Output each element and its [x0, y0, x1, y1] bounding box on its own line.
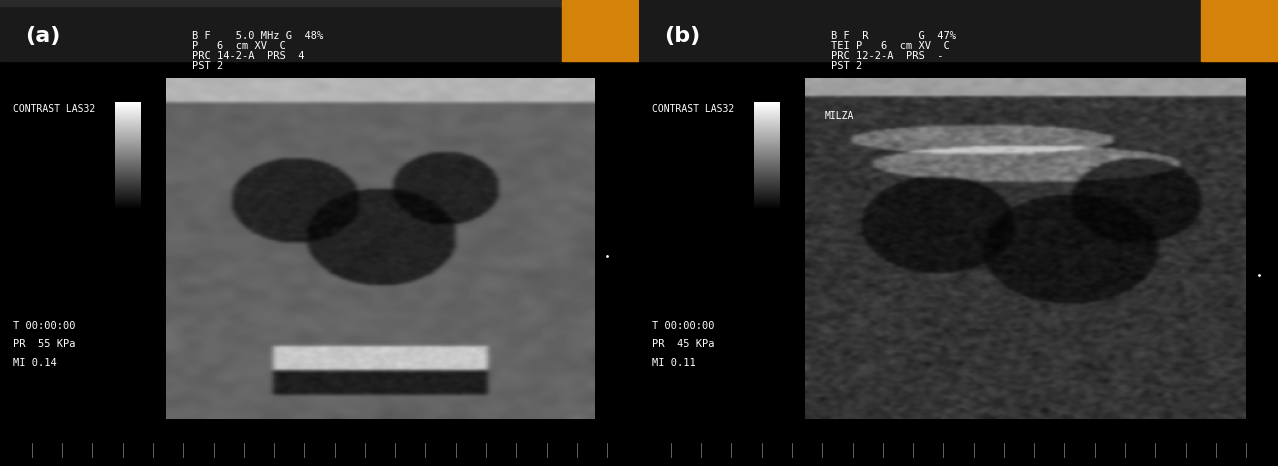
- Bar: [0, 0, 639, 61]
- Bar: [0, 0, 639, 6]
- Text: PR  45 KPa: PR 45 KPa: [652, 339, 714, 349]
- Text: MILZA: MILZA: [824, 111, 854, 121]
- Bar: [562, 0, 639, 61]
- Text: P   6  cm XV  C: P 6 cm XV C: [192, 41, 285, 51]
- Text: CONTRAST LAS32: CONTRAST LAS32: [652, 104, 734, 114]
- Text: (b): (b): [665, 26, 700, 46]
- Text: B F    5.0 MHz G  48%: B F 5.0 MHz G 48%: [192, 31, 323, 41]
- Text: PST 2: PST 2: [192, 62, 222, 71]
- Text: CONTRAST LAS32: CONTRAST LAS32: [13, 104, 95, 114]
- Text: PST 2: PST 2: [831, 62, 861, 71]
- Text: B F  R        G  47%: B F R G 47%: [831, 31, 956, 41]
- Text: PR  55 KPa: PR 55 KPa: [13, 339, 75, 349]
- Bar: [639, 0, 1278, 61]
- Text: PRC 14-2-A  PRS  4: PRC 14-2-A PRS 4: [192, 51, 304, 61]
- Bar: [1201, 0, 1278, 61]
- Text: T 00:00:00: T 00:00:00: [13, 321, 75, 330]
- Text: PRC 12-2-A  PRS  -: PRC 12-2-A PRS -: [831, 51, 943, 61]
- Text: TEI P   6  cm XV  C: TEI P 6 cm XV C: [831, 41, 950, 51]
- Text: (a): (a): [26, 26, 61, 46]
- Text: T 00:00:00: T 00:00:00: [652, 321, 714, 330]
- Text: MI 0.14: MI 0.14: [13, 358, 56, 368]
- Text: MI 0.11: MI 0.11: [652, 358, 695, 368]
